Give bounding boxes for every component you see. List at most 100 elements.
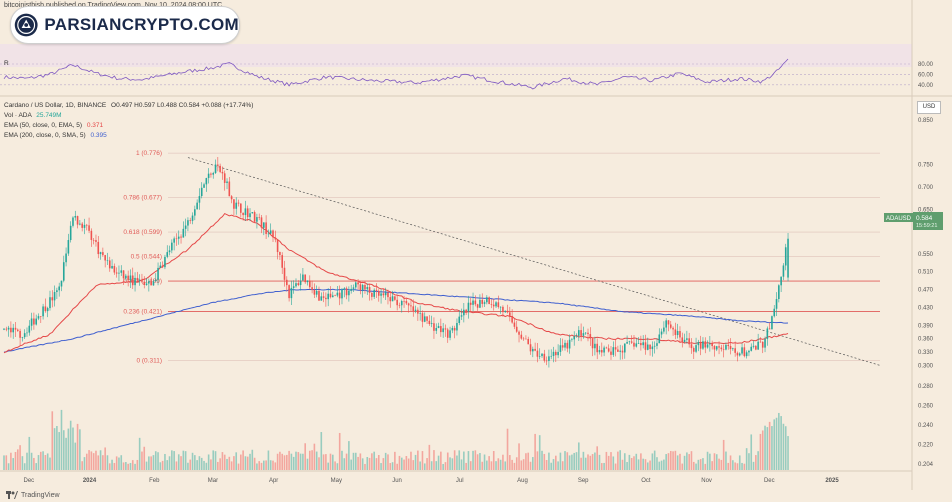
volume-bar (331, 454, 334, 470)
volume-bar (345, 453, 348, 470)
candle-body (373, 289, 375, 297)
candle-body (713, 346, 716, 350)
volume-bar (580, 457, 582, 470)
volume-bar (325, 454, 327, 470)
volume-bar (129, 462, 132, 470)
volume-bar (249, 453, 251, 470)
candle-body (115, 272, 118, 274)
candle-body (180, 236, 182, 238)
candle-body (83, 224, 86, 228)
x-axis-tick: Jun (392, 478, 402, 484)
candle-body (28, 325, 31, 333)
volume-bar (582, 451, 585, 470)
y-axis-tick: 0.240 (918, 423, 934, 429)
volume-bar (759, 433, 762, 470)
candle-body (557, 351, 559, 356)
volume-bar (21, 456, 24, 470)
volume-bar (692, 461, 695, 470)
candle-body (396, 299, 398, 306)
candle-body (695, 345, 697, 352)
volume-bar (350, 459, 352, 470)
x-axis-tick: Apr (269, 478, 278, 484)
candle-body (26, 332, 28, 334)
candle-body (591, 338, 594, 349)
candle-body (414, 309, 417, 312)
candle-body (651, 346, 654, 350)
candle-body (150, 281, 152, 286)
candle-body (212, 173, 215, 175)
fib-level-label: 0.786 (0.677) (123, 194, 162, 201)
candle-body (382, 293, 385, 296)
volume-bar (196, 460, 198, 470)
candle-body (423, 316, 426, 322)
volume-bar (469, 461, 472, 470)
candle-body (734, 348, 736, 353)
x-axis-tick: May (331, 478, 342, 484)
candle-body (761, 341, 764, 348)
volume-bar (446, 452, 449, 470)
volume-bar (384, 452, 387, 470)
volume-bar (490, 461, 493, 470)
volume-bar (573, 452, 576, 470)
volume-bar (637, 459, 640, 470)
currency-selector[interactable]: USD (917, 101, 941, 114)
volume-bar (182, 450, 185, 470)
candle-body (736, 352, 739, 356)
volume-bar (389, 463, 392, 470)
volume-bar (343, 458, 346, 470)
candle-body (320, 296, 323, 301)
volume-bar (748, 453, 750, 470)
rsi-label: R (4, 60, 9, 67)
y-axis-tick: 0.260 (918, 404, 934, 410)
y-axis-tick: 0.700 (918, 185, 934, 191)
candle-body (223, 173, 226, 183)
candle-body (276, 239, 279, 253)
y-axis-tick: 0.430 (918, 305, 934, 311)
legend-ema200-label: EMA (200, close, 0, SMA, 5) (4, 132, 86, 139)
volume-bar (235, 452, 238, 470)
candle-body (497, 302, 500, 307)
volume-bar (180, 456, 182, 470)
volume-bar (219, 458, 221, 470)
legend-volume-value: 25.749M (36, 112, 62, 119)
candle-body (699, 342, 702, 349)
candle-body (421, 313, 424, 322)
volume-bar (37, 455, 40, 470)
candle-body (555, 351, 557, 356)
candle-body (453, 327, 456, 331)
volume-bar (348, 441, 350, 470)
candle-body (623, 343, 626, 353)
volume-bar (207, 454, 210, 470)
candle-body (607, 348, 610, 352)
volume-bar (171, 450, 173, 470)
volume-bar (658, 461, 661, 470)
volume-bar (44, 455, 47, 470)
candle-body (621, 350, 624, 353)
candle-body (617, 349, 619, 352)
candle-body (773, 308, 776, 317)
candle-body (350, 288, 352, 291)
candle-body (72, 217, 74, 226)
candle-body (711, 343, 713, 347)
candle-body (492, 304, 495, 307)
x-axis-tick: Mar (208, 478, 218, 484)
parsiancrypto-logo-icon (14, 13, 38, 37)
volume-bar (7, 463, 10, 470)
rsi-band (0, 44, 912, 67)
tradingview-brand: TradingView (6, 491, 60, 499)
candle-body (164, 256, 166, 268)
volume-bar (97, 455, 100, 470)
candle-body (85, 224, 88, 226)
volume-bar (138, 437, 141, 470)
candle-body (398, 305, 401, 306)
volume-bar (403, 459, 405, 470)
volume-bar (359, 453, 362, 470)
candle-body (49, 297, 51, 309)
volume-bar (288, 450, 290, 470)
candle-body (23, 333, 26, 338)
volume-bar (467, 451, 470, 470)
candle-body (377, 290, 380, 296)
volume-bar (725, 451, 727, 470)
